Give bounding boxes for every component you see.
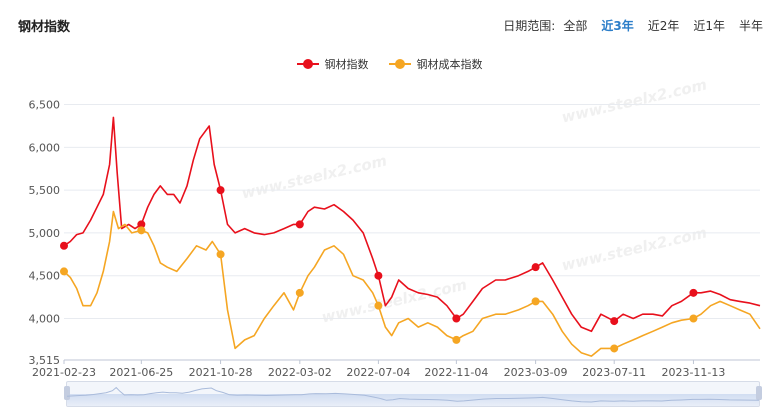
legend-swatch-steel-index: [296, 59, 319, 69]
data-zoom-left-handle[interactable]: [64, 386, 70, 400]
data-point: [452, 314, 461, 323]
x-tick-label: 2021-02-23: [32, 366, 96, 379]
range-option-2y[interactable]: 近2年: [647, 19, 680, 33]
data-point: [452, 335, 461, 344]
x-tick-label: 2023-07-11: [582, 366, 646, 379]
series-line: [63, 116, 761, 333]
x-tick-label: 2022-03-02: [268, 366, 332, 379]
y-tick-label: 4,000: [29, 312, 61, 325]
data-zoom-slider[interactable]: [64, 381, 762, 407]
series-cost-index: [60, 210, 761, 357]
series-steel-index: [60, 116, 761, 333]
data-point: [295, 220, 304, 229]
y-tick-label: 5,500: [29, 184, 61, 197]
data-point: [216, 250, 225, 259]
legend-label-cost-index: 钢材成本指数: [416, 58, 483, 71]
date-range-label: 日期范围:: [503, 19, 556, 33]
range-option-half-year[interactable]: 半年: [738, 19, 763, 33]
x-tick-label: 2023-03-09: [504, 366, 568, 379]
data-point: [610, 317, 619, 326]
data-point: [610, 344, 619, 353]
y-tick-label: 5,000: [29, 227, 61, 240]
legend-label-steel-index: 钢材指数: [324, 58, 369, 71]
data-point: [689, 288, 698, 297]
data-point: [60, 241, 68, 250]
data-point: [374, 301, 383, 310]
data-point: [137, 226, 146, 235]
data-point: [531, 297, 540, 306]
x-tick-label: 2021-06-25: [109, 366, 173, 379]
x-tick-label: 2021-10-28: [189, 366, 253, 379]
data-zoom-sparkline: [67, 386, 759, 403]
range-option-1y[interactable]: 近1年: [693, 19, 725, 33]
data-zoom-right-handle[interactable]: [756, 386, 762, 400]
x-tick-label: 2022-11-04: [424, 366, 488, 379]
x-tick-label: 2022-07-04: [346, 366, 410, 379]
range-option-all[interactable]: 全部: [563, 19, 588, 33]
sparkline-line: [67, 386, 759, 403]
data-point: [216, 186, 225, 195]
range-option-3y[interactable]: 近3年: [601, 19, 634, 33]
chart-legend: 钢材指数 钢材成本指数: [0, 56, 779, 72]
page-title: 钢材指数: [18, 20, 71, 35]
data-point: [531, 263, 540, 272]
data-point: [689, 314, 698, 323]
data-point: [60, 267, 68, 276]
y-tick-label: 4,500: [29, 270, 61, 283]
legend-item-cost-index[interactable]: 钢材成本指数: [388, 56, 483, 72]
data-point: [374, 271, 383, 280]
legend-item-steel-index[interactable]: 钢材指数: [296, 56, 369, 72]
date-range-selector: 日期范围: 全部 近3年 近2年 近1年 半年: [503, 17, 763, 34]
data-point: [295, 288, 304, 297]
y-tick-label: 6,000: [29, 141, 61, 154]
legend-swatch-cost-index: [388, 59, 411, 69]
y-tick-label: 6,500: [29, 99, 61, 112]
y-tick-label: 3,515: [29, 354, 61, 367]
data-zoom-preview: [67, 394, 759, 406]
x-tick-label: 2023-11-13: [661, 366, 725, 379]
